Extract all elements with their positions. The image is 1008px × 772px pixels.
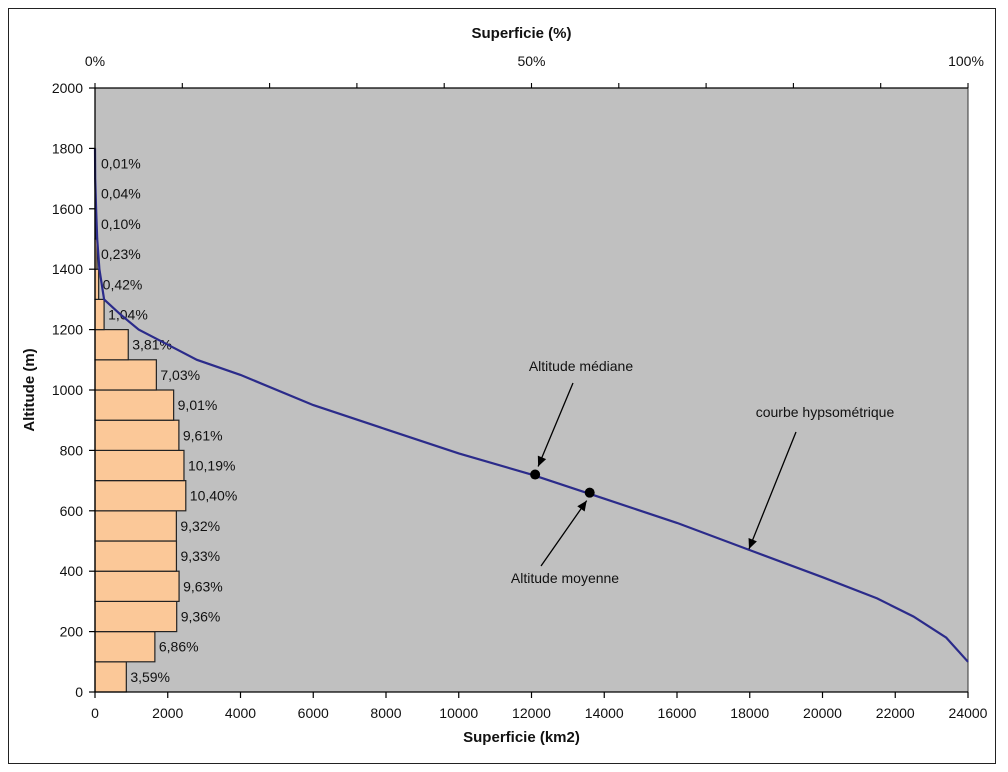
bar-label-1600-1700: 0,04% bbox=[101, 186, 141, 202]
x-tick-label: 12000 bbox=[512, 705, 551, 721]
bar-label-400-500: 9,33% bbox=[180, 548, 220, 564]
bars-group bbox=[94, 147, 187, 693]
bar-1000-1100 bbox=[94, 359, 157, 391]
median-annotation: Altitude médiane bbox=[529, 358, 634, 374]
y-tick-label: 400 bbox=[60, 563, 84, 579]
y-tick-label: 2000 bbox=[52, 80, 83, 96]
mean-arrow bbox=[540, 500, 588, 567]
x-tick-label: 2000 bbox=[152, 705, 183, 721]
x-tick-label: 8000 bbox=[370, 705, 401, 721]
median-arrow bbox=[537, 382, 574, 467]
bar-300-400 bbox=[94, 570, 180, 603]
plot-area bbox=[94, 87, 969, 693]
bar-label-1300-1400: 0,42% bbox=[103, 276, 143, 292]
y-tick-label: 0 bbox=[75, 684, 83, 700]
y-axis-title: Altitude (m) bbox=[21, 348, 38, 431]
mean-marker bbox=[584, 487, 595, 498]
curve-arrow bbox=[748, 431, 797, 550]
x-tick-label: 20000 bbox=[803, 705, 842, 721]
x-tick-label: 0 bbox=[91, 705, 99, 721]
x-tick-label: 10000 bbox=[439, 705, 478, 721]
x-tick-label: 22000 bbox=[876, 705, 915, 721]
bar-0-100 bbox=[94, 661, 127, 693]
markers-group bbox=[530, 469, 595, 498]
bar-1100-1200 bbox=[94, 329, 129, 361]
bar-label-1400-1500: 0,23% bbox=[101, 246, 141, 262]
x-axis-title-bottom: Superficie (km2) bbox=[463, 729, 580, 746]
mean-annotation: Altitude moyenne bbox=[511, 570, 619, 586]
y-tick-label: 800 bbox=[60, 442, 84, 458]
bar-labels-group: 3,59% 6,86% 9,36% 9,63% 9,33% 9,32% 10,40% 10,1… bbox=[101, 156, 237, 685]
bar-1200-1300 bbox=[94, 298, 105, 331]
y-tick-label: 1400 bbox=[52, 261, 83, 277]
x-tick-label: 18000 bbox=[730, 705, 769, 721]
bar-400-500 bbox=[94, 540, 178, 572]
top-tick-label: 100% bbox=[948, 53, 984, 69]
x-tick-label: 24000 bbox=[949, 705, 988, 721]
bar-label-1500-1600: 0,10% bbox=[101, 216, 141, 232]
bar-label-600-700: 10,40% bbox=[190, 488, 237, 504]
bar-label-800-900: 9,61% bbox=[183, 427, 223, 443]
x-tick-label: 16000 bbox=[658, 705, 697, 721]
bar-label-900-1000: 9,01% bbox=[178, 397, 218, 413]
bar-label-1200-1300: 1,04% bbox=[108, 307, 148, 323]
x-tick-label: 14000 bbox=[585, 705, 624, 721]
bar-label-700-800: 10,19% bbox=[188, 458, 235, 474]
bar-label-500-600: 9,32% bbox=[180, 518, 220, 534]
annotation-arrows bbox=[537, 382, 797, 567]
bar-700-800 bbox=[94, 449, 185, 482]
bar-600-700 bbox=[94, 480, 187, 512]
top-tick-label: 50% bbox=[517, 53, 545, 69]
y-tick-label: 1200 bbox=[52, 322, 83, 338]
bar-label-100-200: 6,86% bbox=[159, 639, 199, 655]
y-tick-label: 1800 bbox=[52, 140, 83, 156]
bar-900-1000 bbox=[94, 389, 175, 421]
bar-label-1700-1800: 0,01% bbox=[101, 156, 141, 172]
y-tick-label: 1600 bbox=[52, 201, 83, 217]
bar-label-1000-1100: 7,03% bbox=[160, 367, 200, 383]
x-tick-label: 6000 bbox=[298, 705, 329, 721]
bar-label-0-100: 3,59% bbox=[130, 669, 170, 685]
curve-annotation: courbe hypsométrique bbox=[756, 404, 895, 420]
bar-200-300 bbox=[94, 600, 178, 633]
median-marker bbox=[530, 469, 541, 480]
bar-500-600 bbox=[94, 510, 177, 542]
x-axis-title-top: Superficie (%) bbox=[471, 25, 571, 42]
y-tick-label: 1000 bbox=[52, 382, 83, 398]
bar-800-900 bbox=[94, 419, 180, 452]
y-tick-label: 600 bbox=[60, 503, 84, 519]
hypsometric-curve bbox=[93, 148, 969, 663]
bar-label-200-300: 9,36% bbox=[181, 609, 221, 625]
x-tick-label: 4000 bbox=[225, 705, 256, 721]
y-tick-label: 200 bbox=[60, 624, 84, 640]
bar-label-300-400: 9,63% bbox=[183, 578, 223, 594]
bar-100-200 bbox=[94, 630, 156, 663]
top-tick-label: 0% bbox=[85, 53, 105, 69]
